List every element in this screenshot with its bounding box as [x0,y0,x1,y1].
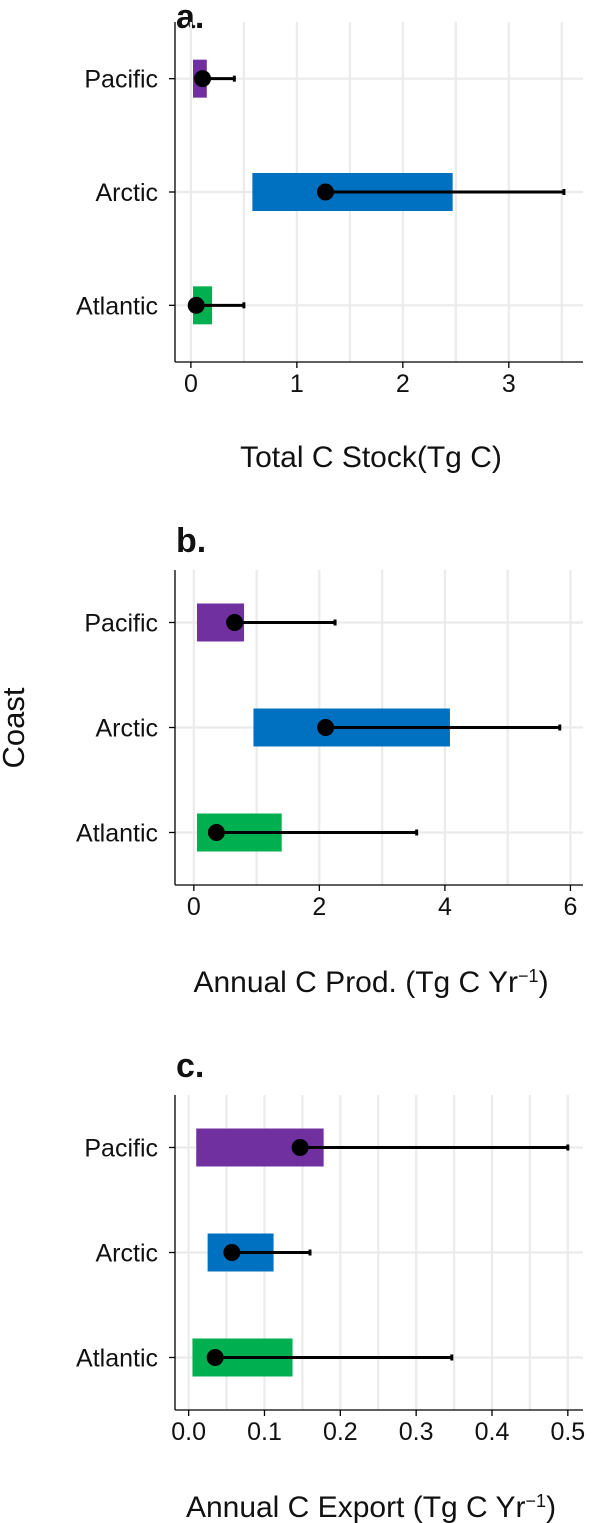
x-axis-title-text: Annual C Prod. (Tg C Yr [193,966,518,999]
x-tick-label: 0.1 [247,1418,282,1446]
y-tick-label: Pacific [84,610,158,638]
y-tick-label: Arctic [96,179,159,207]
point-estimate [187,296,205,314]
point-estimate [194,70,212,88]
y-tick-label: Atlantic [76,820,158,848]
point-estimate [316,183,334,201]
point-estimate [291,1139,309,1156]
x-axis-title-suffix: ) [539,966,549,999]
x-tick-label: 0.3 [399,1418,434,1446]
panel-label: c. [176,1047,204,1085]
x-axis-title-text: Total C Stock(Tg C) [240,441,502,474]
y-tick-label: Arctic [96,715,159,743]
x-tick-label: 0.2 [323,1418,358,1446]
x-axis-title: Annual C Export (Tg C Yr−1) [186,1491,556,1523]
x-axis-title-suffix: ) [546,1491,556,1523]
y-tick-label: Atlantic [76,292,158,320]
x-axis-title: Total C Stock(Tg C) [240,441,502,474]
x-tick-label: 1 [290,370,304,398]
y-tick-label: Pacific [84,66,158,94]
panel-3: c. 0.0 0.1 0.2 0.3 0.4 0.5 Pacific Arctic Atlanti… [76,1047,585,1523]
panel-label: b. [176,522,206,560]
x-tick-label: 0 [184,370,198,398]
x-tick-label: 0.4 [475,1418,510,1446]
x-tick-label: 4 [438,893,452,921]
point-estimate [206,1349,224,1366]
shared-y-axis-title: Coast [0,687,31,768]
x-axis-title-superscript: −1 [526,1491,547,1511]
x-tick-label: 0 [187,893,201,921]
point-estimate [207,824,225,841]
x-axis-title-text: Annual C Export (Tg C Yr [186,1491,526,1523]
y-tick-label: Arctic [96,1240,159,1268]
x-tick-label: 0.5 [550,1418,585,1446]
point-estimate [223,1244,241,1261]
point-estimate [226,614,244,631]
y-tick-label: Atlantic [76,1345,158,1373]
x-axis-title: Annual C Prod. (Tg C Yr−1) [193,966,548,999]
panel-2: b. 0 2 4 6 Pacific Arctic Atlantic Annual C Prod… [76,522,583,999]
x-tick-label: 0.0 [171,1418,206,1446]
x-tick-label: 6 [563,893,577,921]
x-tick-label: 2 [396,370,410,398]
point-estimate [317,719,335,736]
x-tick-label: 2 [312,893,326,921]
y-tick-label: Pacific [84,1135,158,1163]
x-tick-label: 3 [502,370,516,398]
x-axis-title-superscript: −1 [518,966,539,986]
